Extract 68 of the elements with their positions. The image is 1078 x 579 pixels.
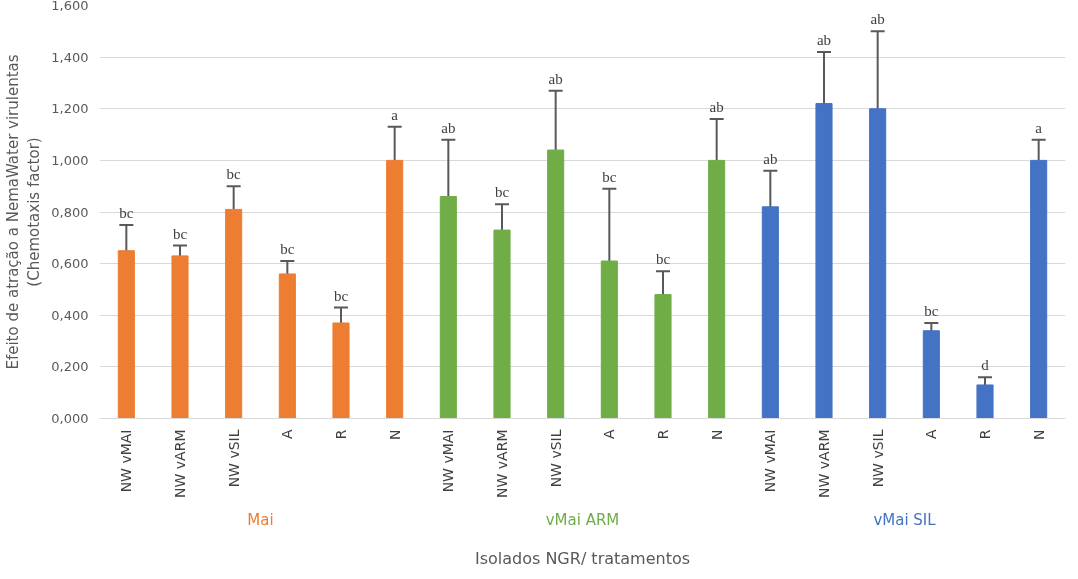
annotation: bc xyxy=(655,251,671,268)
annotation: ab xyxy=(816,31,832,48)
y-tick-label: 0,600 xyxy=(51,256,89,272)
annotation: bc xyxy=(119,204,134,221)
bar xyxy=(869,108,887,419)
bar xyxy=(225,208,243,419)
x-tick-label: A xyxy=(279,429,296,440)
y-tick-label: 0,400 xyxy=(51,307,89,323)
annotation: ab xyxy=(709,99,724,116)
x-tick-label: NW vSIL xyxy=(547,429,564,488)
y-axis-title: Efeito de atração a NemaWater virulentas (Chemotaxis factor) xyxy=(3,54,44,370)
bar xyxy=(922,330,940,419)
annotation: ab xyxy=(763,150,778,167)
x-tick-label: NW vMAI xyxy=(118,429,135,493)
y-tick-label: 0,000 xyxy=(51,411,89,426)
annotation: bc xyxy=(602,168,617,185)
bar xyxy=(761,206,779,419)
bar xyxy=(439,196,457,419)
annotation: bc xyxy=(333,287,349,304)
annotation: d xyxy=(981,357,990,374)
bar xyxy=(332,322,350,419)
x-tick-label: NW vSIL xyxy=(869,429,886,488)
y-tick-label: 0,800 xyxy=(51,204,89,220)
bar xyxy=(600,260,618,419)
bar xyxy=(117,250,135,419)
bar xyxy=(1030,159,1048,419)
bar xyxy=(171,255,189,419)
x-tick-label: NW vARM xyxy=(172,429,188,498)
x-tick-label: A xyxy=(601,429,618,440)
x-axis-title: Isolados NGR/ tratamentos xyxy=(474,548,691,568)
y-tick-label: 0,200 xyxy=(51,359,89,375)
x-tick-label: N xyxy=(1030,429,1047,440)
y-tick-label: 1,400 xyxy=(51,49,89,65)
text: vMai SIL xyxy=(873,510,937,529)
y-tick-label: 1,600 xyxy=(51,0,89,13)
bar xyxy=(708,159,726,419)
bar xyxy=(386,159,404,419)
annotation: a xyxy=(391,106,399,123)
annotation: bc xyxy=(494,184,510,201)
text: Mai xyxy=(247,510,274,529)
annotation: ab xyxy=(548,70,563,87)
x-tick-label: R xyxy=(977,429,993,440)
annotation: bc xyxy=(226,166,242,183)
annotation: ab xyxy=(870,11,885,28)
x-tick-label: NW vSIL xyxy=(225,429,242,488)
annotation: bc xyxy=(172,225,188,242)
y-tick-label: 1,000 xyxy=(51,152,89,168)
bar xyxy=(547,149,565,419)
bar xyxy=(815,103,833,419)
x-tick-label: N xyxy=(386,429,403,440)
bar xyxy=(654,294,672,419)
annotation: bc xyxy=(924,302,939,319)
x-tick-label: NW vMAI xyxy=(440,429,457,493)
x-tick-label: A xyxy=(923,429,940,440)
x-tick-label: NW vARM xyxy=(816,429,832,498)
bar xyxy=(493,229,511,419)
bar xyxy=(278,273,296,419)
bar xyxy=(976,384,994,419)
x-tick-label: R xyxy=(333,429,349,440)
y-tick-label: 1,200 xyxy=(51,101,89,117)
x-tick-label: N xyxy=(708,429,725,440)
text: vMai ARM xyxy=(545,510,620,529)
x-tick-label: NW vMAI xyxy=(762,429,779,493)
annotation: ab xyxy=(441,119,456,136)
annotation: bc xyxy=(280,241,295,258)
x-tick-label: R xyxy=(655,429,671,440)
x-tick-label: NW vARM xyxy=(494,429,510,498)
annotation: a xyxy=(1035,119,1043,136)
